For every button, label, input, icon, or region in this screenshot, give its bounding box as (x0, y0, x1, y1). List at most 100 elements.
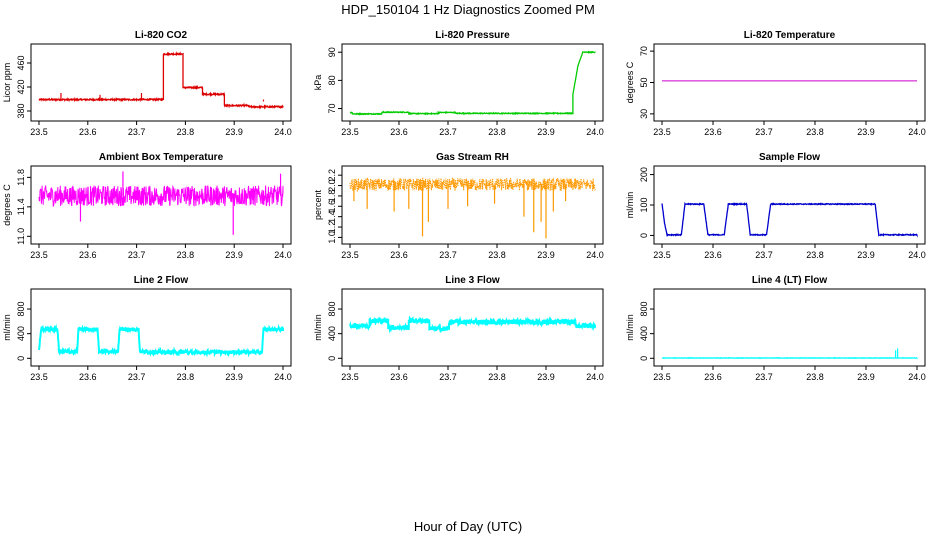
x-tick-label: 24.0 (274, 250, 292, 260)
x-tick-label: 23.5 (341, 372, 359, 382)
panel-title: Gas Stream RH (436, 152, 509, 163)
y-tick-label: 460 (16, 55, 26, 70)
y-tick-label: 420 (16, 79, 26, 94)
plot-frame (341, 165, 604, 245)
data-series (349, 315, 596, 334)
plot-frame (341, 43, 604, 122)
panel-2: Li-820 Pressure kPa 23.5 23.6 23.7 23.8 23.9 24… (313, 30, 604, 137)
panel-title: Line 2 Flow (134, 275, 189, 286)
x-tick-label: 23.8 (806, 250, 824, 260)
x-tick-label: 23.8 (488, 250, 506, 260)
x-tick-label: 23.7 (439, 127, 457, 137)
x-tick-label: 23.6 (390, 250, 408, 260)
x-tick-label: 23.8 (806, 372, 824, 382)
y-tick-label: 11.4 (16, 198, 26, 215)
panel-3: Li-820 Temperature degrees C 23.5 23.6 23.7 2… (625, 30, 926, 137)
y-tick-label: 800 (327, 302, 337, 317)
y-axis-label: degrees C (2, 184, 12, 226)
plot-frame (653, 288, 926, 367)
y-axis-label: ml/min (2, 314, 12, 341)
x-tick-label: 23.9 (857, 250, 875, 260)
x-tick-label: 23.7 (755, 250, 773, 260)
y-tick-label: 400 (327, 326, 337, 341)
data-series (38, 323, 284, 358)
y-tick-label: 11.8 (16, 169, 26, 186)
y-axis-label: ml/min (625, 314, 635, 341)
x-tick-label: 23.7 (128, 127, 146, 137)
x-tick-label: 23.5 (30, 372, 48, 382)
data-series (662, 348, 918, 360)
panel-title: Line 3 Flow (445, 275, 500, 286)
plot-frame (653, 43, 926, 122)
x-tick-label: 23.7 (128, 250, 146, 260)
x-tick-label: 24.0 (908, 372, 926, 382)
y-tick-label: 1.2 (327, 221, 337, 234)
series-line (349, 315, 596, 334)
y-tick-label: 1.0 (327, 231, 337, 244)
panel-title: Li-820 Temperature (744, 30, 836, 41)
x-tick-label: 23.8 (806, 127, 824, 137)
x-tick-label: 23.9 (225, 372, 243, 382)
y-axis-label: percent (313, 189, 323, 220)
y-axis-label: ml/min (313, 314, 323, 341)
x-axis-label: Hour of Day (UTC) (414, 519, 522, 534)
x-tick-label: 23.9 (537, 372, 555, 382)
x-tick-label: 23.6 (79, 250, 97, 260)
series-line (38, 323, 284, 358)
plot-frame (30, 43, 292, 122)
panel-grid: Li-820 CO2 Licor ppm 23.5 23.6 23.7 23.8 23.9 2… (2, 30, 926, 382)
y-tick-label: 2.2 (327, 169, 337, 182)
x-tick-label: 23.5 (341, 250, 359, 260)
plot-frame (30, 288, 292, 367)
x-tick-label: 23.5 (341, 127, 359, 137)
y-tick-label: 30 (639, 109, 649, 119)
y-tick-label: 100 (639, 197, 649, 212)
panel-4: Ambient Box Temperature degrees C 23.5 23.6… (2, 152, 292, 260)
x-tick-label: 23.6 (79, 372, 97, 382)
x-tick-label: 23.7 (439, 372, 457, 382)
x-tick-label: 24.0 (586, 372, 604, 382)
plot-frame (341, 288, 604, 367)
y-tick-label: 90 (327, 47, 337, 57)
y-tick-label: 0 (327, 356, 337, 361)
x-tick-label: 23.8 (177, 372, 195, 382)
y-tick-label: 11.0 (16, 228, 26, 245)
x-tick-label: 23.6 (704, 250, 722, 260)
panel-title: Ambient Box Temperature (99, 152, 224, 163)
x-tick-label: 24.0 (586, 250, 604, 260)
panel-7: Line 2 Flow ml/min 23.5 23.6 23.7 23.8 23.9 24.… (2, 275, 292, 382)
x-tick-label: 23.5 (30, 250, 48, 260)
x-tick-label: 23.7 (755, 372, 773, 382)
panel-title: Line 4 (LT) Flow (752, 275, 828, 286)
x-tick-label: 23.8 (177, 127, 195, 137)
y-tick-label: 0 (639, 356, 649, 361)
series-line (349, 50, 596, 116)
data-series (38, 51, 284, 110)
panel-6: Sample Flow ml/min 23.5 23.6 23.7 23.8 23.9 24.… (625, 152, 926, 260)
x-tick-label: 23.9 (857, 372, 875, 382)
figure-title: HDP_150104 1 Hz Diagnostics Zoomed PM (341, 2, 595, 17)
y-tick-label: 80 (327, 75, 337, 85)
x-tick-label: 23.7 (128, 372, 146, 382)
y-tick-label: 800 (639, 302, 649, 317)
x-tick-label: 23.5 (653, 250, 671, 260)
y-tick-label: 1.6 (327, 200, 337, 213)
data-series (661, 201, 918, 238)
y-tick-label: 0 (16, 356, 26, 361)
y-tick-label: 800 (16, 302, 26, 317)
x-tick-label: 23.5 (653, 372, 671, 382)
panel-title: Li-820 Pressure (435, 30, 510, 41)
x-tick-label: 23.6 (79, 127, 97, 137)
x-tick-label: 23.9 (537, 127, 555, 137)
y-tick-label: 2.0 (327, 179, 337, 192)
x-tick-label: 23.7 (755, 127, 773, 137)
panel-1: Li-820 CO2 Licor ppm 23.5 23.6 23.7 23.8 23.9 2… (2, 30, 292, 137)
series-line (38, 51, 284, 110)
x-tick-label: 23.8 (488, 127, 506, 137)
y-tick-label: 70 (639, 46, 649, 56)
y-axis-label: kPa (313, 75, 323, 91)
y-tick-label: 50 (639, 77, 649, 87)
x-tick-label: 23.9 (537, 250, 555, 260)
plot-frame (30, 165, 292, 245)
